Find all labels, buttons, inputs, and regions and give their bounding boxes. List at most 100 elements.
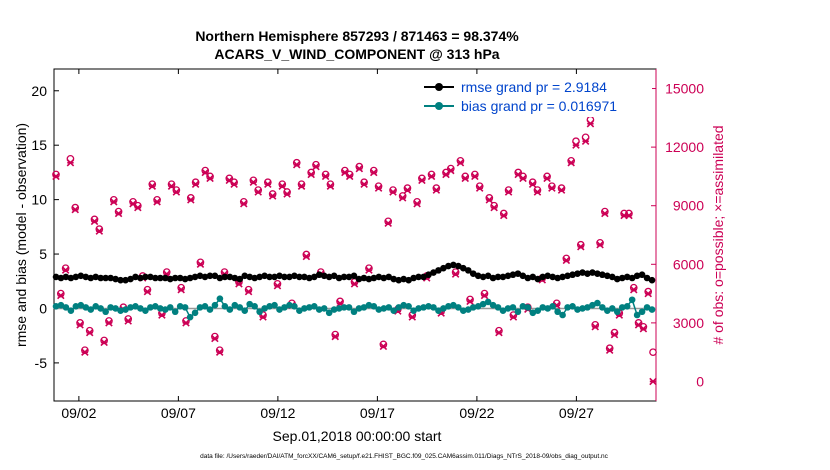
y-tick-label: 0 xyxy=(39,300,47,316)
obs-possible-point xyxy=(427,170,436,179)
bias-point xyxy=(236,304,244,311)
bias-point xyxy=(166,304,174,311)
obs-assimilated-point xyxy=(57,291,65,300)
obs-possible-point xyxy=(336,297,344,306)
rmse-point xyxy=(410,274,417,282)
x-tick-label: 09/12 xyxy=(260,405,295,421)
obs-assimilated-point xyxy=(403,186,412,194)
rmse-point xyxy=(296,273,303,281)
obs-possible-point xyxy=(418,174,426,183)
obs-assimilated-point xyxy=(591,323,600,331)
bias-point xyxy=(291,302,298,310)
obs-assimilated-point xyxy=(456,158,465,167)
obs-possible-point xyxy=(268,190,277,198)
obs-assimilated-point xyxy=(605,346,614,354)
bias-point xyxy=(221,302,229,310)
obs-assimilated-point xyxy=(167,182,176,190)
obs-assimilated-point xyxy=(259,313,267,321)
bias-point xyxy=(147,304,154,311)
rmse-point xyxy=(191,273,199,281)
obs-possible-point xyxy=(384,217,393,226)
obs-assimilated-point xyxy=(586,119,595,128)
y2-tick-label: 15000 xyxy=(665,81,704,97)
obs-assimilated-point xyxy=(134,203,142,212)
obs-assimilated-point xyxy=(148,182,157,190)
obs-possible-point xyxy=(610,328,619,337)
rmse-point xyxy=(608,273,616,281)
obs-possible-point xyxy=(355,162,364,171)
rmse-point xyxy=(469,270,477,277)
rmse-point xyxy=(87,274,95,282)
rmse-point xyxy=(499,273,507,281)
rmse-point xyxy=(325,273,333,281)
obs-assimilated-point xyxy=(215,348,224,356)
obs-possible-point xyxy=(71,203,80,212)
obs-possible-point xyxy=(85,326,94,335)
obs-possible-point xyxy=(629,283,638,292)
obs-possible-point xyxy=(321,170,330,179)
obs-assimilated-point xyxy=(297,182,306,190)
obs-assimilated-point xyxy=(461,174,470,183)
rmse-point xyxy=(509,271,517,279)
obs-assimilated-point xyxy=(509,313,518,321)
bias-point xyxy=(539,304,547,311)
rmse-point xyxy=(400,275,407,283)
bias-point xyxy=(599,304,606,311)
legend-rmse-marker xyxy=(435,83,443,91)
bias-point xyxy=(52,302,60,310)
obs-assimilated-point xyxy=(519,174,527,183)
obs-possible-point xyxy=(244,285,253,294)
rmse-point xyxy=(122,276,129,284)
y-axis-label: rmse and bias (model - observation) xyxy=(13,123,29,347)
rmse-point xyxy=(430,269,437,276)
bias-point xyxy=(415,305,422,312)
obs-assimilated-point xyxy=(264,180,272,188)
rmse-point xyxy=(52,273,60,281)
obs-assimilated-point xyxy=(485,196,494,204)
y2-tick-label: 6000 xyxy=(673,256,704,272)
obs-possible-point xyxy=(90,215,99,224)
y2-tick-label: 0 xyxy=(696,373,704,389)
obs-assimilated-point xyxy=(625,211,633,220)
rmse-point xyxy=(340,273,348,281)
x-tick-label: 09/17 xyxy=(360,405,395,421)
obs-possible-point xyxy=(292,158,301,167)
bias-point xyxy=(638,308,646,316)
obs-assimilated-point xyxy=(480,291,489,300)
obs-assimilated-point xyxy=(533,188,542,196)
rmse-point xyxy=(216,274,224,282)
bias-point xyxy=(201,302,209,310)
bias-point xyxy=(72,302,80,310)
bias-point xyxy=(440,305,447,312)
bias-point xyxy=(211,301,219,309)
bias-point xyxy=(345,304,353,311)
rmse-point xyxy=(271,273,278,281)
bias-point xyxy=(340,304,348,311)
obs-assimilated-point xyxy=(644,289,652,298)
rmse-point xyxy=(171,274,179,282)
rmse-point xyxy=(415,273,422,281)
obs-assimilated-point xyxy=(365,266,373,274)
rmse-point xyxy=(360,274,368,282)
obs-assimilated-point xyxy=(345,172,354,181)
bias-point xyxy=(77,301,85,309)
bias-point xyxy=(479,300,487,308)
rmse-point xyxy=(559,273,566,281)
rmse-point xyxy=(132,273,139,281)
rmse-point xyxy=(266,273,273,281)
rmse-point xyxy=(638,271,646,279)
obs-assimilated-point xyxy=(114,209,123,218)
obs-assimilated-point xyxy=(177,285,185,294)
obs-possible-point xyxy=(567,156,576,165)
bias-point xyxy=(306,304,313,311)
obs-possible-point xyxy=(114,207,123,216)
rmse-point xyxy=(301,273,308,281)
rmse-point xyxy=(261,272,268,280)
obs-assimilated-point xyxy=(543,174,551,183)
rmse-point xyxy=(474,272,482,280)
rmse-point xyxy=(166,275,174,283)
rmse-point xyxy=(464,267,472,274)
rmse-point xyxy=(455,262,462,270)
rmse-point xyxy=(554,274,561,282)
